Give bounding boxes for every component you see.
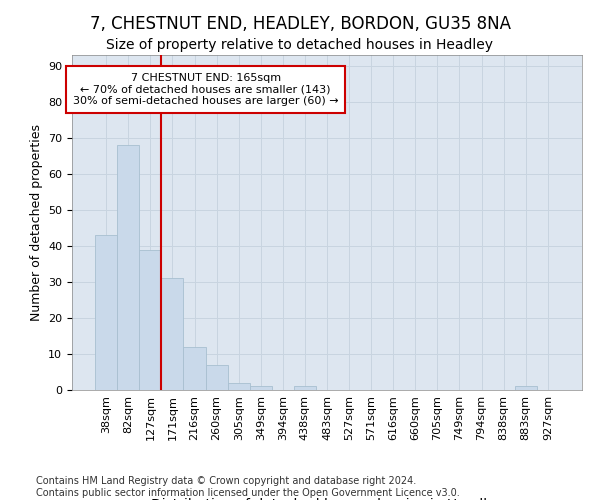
Bar bbox=[184, 347, 206, 390]
Text: Contains HM Land Registry data © Crown copyright and database right 2024.
Contai: Contains HM Land Registry data © Crown c… bbox=[36, 476, 460, 498]
Y-axis label: Number of detached properties: Number of detached properties bbox=[29, 124, 43, 321]
Bar bbox=[161, 278, 184, 390]
Bar bbox=[227, 383, 250, 390]
Bar bbox=[515, 386, 537, 390]
Text: 7 CHESTNUT END: 165sqm
← 70% of detached houses are smaller (143)
30% of semi-de: 7 CHESTNUT END: 165sqm ← 70% of detached… bbox=[73, 73, 338, 106]
Bar bbox=[250, 386, 272, 390]
Bar bbox=[139, 250, 161, 390]
Text: Size of property relative to detached houses in Headley: Size of property relative to detached ho… bbox=[107, 38, 493, 52]
Bar bbox=[206, 365, 227, 390]
X-axis label: Distribution of detached houses by size in Headley: Distribution of detached houses by size … bbox=[151, 498, 503, 500]
Text: 7, CHESTNUT END, HEADLEY, BORDON, GU35 8NA: 7, CHESTNUT END, HEADLEY, BORDON, GU35 8… bbox=[89, 15, 511, 33]
Bar bbox=[95, 235, 117, 390]
Bar bbox=[294, 386, 316, 390]
Bar bbox=[117, 145, 139, 390]
